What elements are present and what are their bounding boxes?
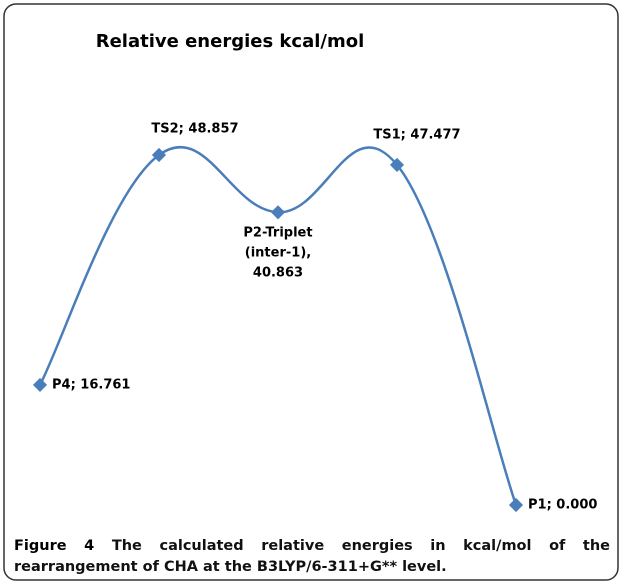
frame	[3, 3, 619, 581]
caption: Figure 4 The calculated relative energie…	[14, 536, 610, 578]
data-label: TS1; 47.477	[373, 127, 460, 142]
line	[38, 146, 518, 506]
data-label: P1; 0.000	[528, 498, 597, 513]
chart-title: Relative energies kcal/mol	[96, 31, 365, 52]
caption-label: Figure 4	[14, 538, 95, 554]
data-label: P4; 16.761	[52, 377, 130, 392]
marker	[508, 497, 524, 513]
marker	[389, 157, 405, 172]
caption-text: The calculated relative energies in kcal…	[14, 538, 611, 575]
marker	[151, 147, 167, 163]
marker	[32, 377, 48, 392]
data-label: TS2; 48.857	[151, 122, 238, 137]
data-label: P2-Triplet (inter-1), 40.863	[243, 225, 312, 280]
marker	[270, 205, 286, 220]
